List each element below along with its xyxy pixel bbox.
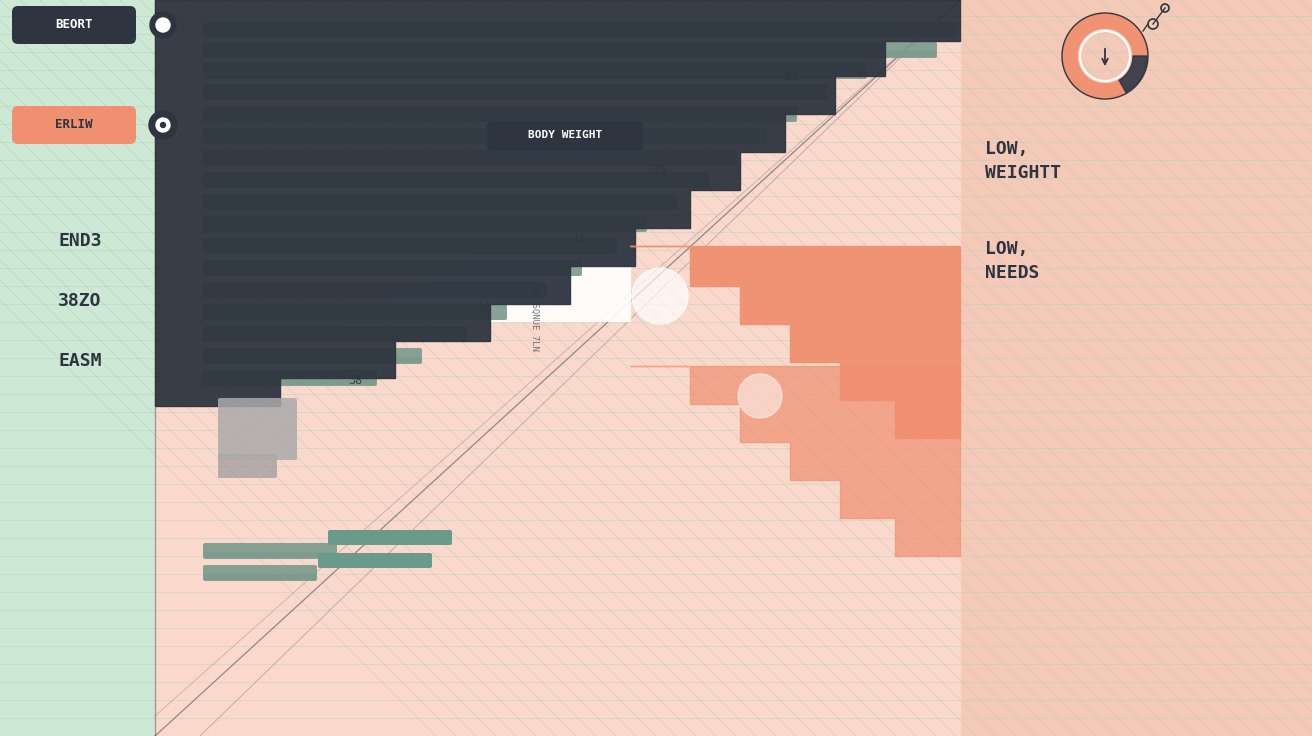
FancyBboxPatch shape (203, 22, 956, 38)
FancyBboxPatch shape (203, 42, 937, 58)
FancyBboxPatch shape (203, 128, 768, 144)
FancyBboxPatch shape (203, 137, 766, 143)
FancyBboxPatch shape (203, 159, 736, 165)
FancyBboxPatch shape (203, 172, 708, 188)
Circle shape (150, 12, 176, 38)
FancyBboxPatch shape (203, 335, 466, 341)
Text: BEORT: BEORT (55, 18, 93, 32)
Text: BAX SQNUE 7LN: BAX SQNUE 7LN (530, 281, 539, 351)
FancyBboxPatch shape (203, 260, 583, 276)
Text: 15: 15 (573, 232, 588, 244)
FancyBboxPatch shape (203, 282, 547, 298)
FancyBboxPatch shape (487, 122, 643, 150)
FancyBboxPatch shape (203, 51, 935, 57)
Wedge shape (1119, 56, 1147, 93)
FancyBboxPatch shape (203, 269, 581, 275)
Text: LOW,
NEEDS: LOW, NEEDS (985, 240, 1039, 282)
FancyBboxPatch shape (203, 203, 676, 209)
FancyBboxPatch shape (203, 326, 467, 342)
Text: 38: 38 (348, 375, 362, 387)
Text: BODY WEIGHT: BODY WEIGHT (527, 130, 602, 141)
Polygon shape (630, 246, 960, 438)
Polygon shape (155, 0, 960, 736)
Text: 18: 18 (653, 165, 666, 177)
Polygon shape (630, 366, 960, 556)
FancyBboxPatch shape (203, 348, 422, 364)
FancyBboxPatch shape (203, 31, 956, 37)
FancyBboxPatch shape (203, 379, 377, 385)
FancyBboxPatch shape (203, 216, 647, 232)
FancyBboxPatch shape (203, 574, 316, 580)
FancyBboxPatch shape (203, 543, 337, 559)
FancyBboxPatch shape (203, 291, 546, 297)
Text: ERLIW: ERLIW (55, 118, 93, 132)
FancyBboxPatch shape (318, 553, 432, 568)
FancyBboxPatch shape (203, 115, 796, 121)
Circle shape (156, 18, 171, 32)
Text: EASM: EASM (58, 352, 102, 370)
FancyBboxPatch shape (12, 106, 136, 144)
FancyBboxPatch shape (203, 181, 708, 187)
FancyBboxPatch shape (203, 225, 646, 231)
Text: 10: 10 (478, 302, 492, 314)
Circle shape (737, 374, 782, 418)
Polygon shape (350, 246, 630, 321)
FancyBboxPatch shape (203, 84, 827, 100)
FancyBboxPatch shape (203, 93, 827, 99)
FancyBboxPatch shape (218, 398, 297, 460)
Circle shape (150, 111, 177, 139)
FancyBboxPatch shape (203, 150, 737, 166)
FancyBboxPatch shape (203, 313, 506, 319)
Circle shape (632, 268, 687, 324)
FancyBboxPatch shape (203, 304, 506, 320)
FancyBboxPatch shape (203, 357, 421, 363)
FancyBboxPatch shape (218, 454, 277, 478)
Text: 89: 89 (783, 69, 798, 82)
FancyBboxPatch shape (203, 370, 377, 386)
Polygon shape (155, 0, 960, 736)
FancyBboxPatch shape (12, 6, 136, 44)
Wedge shape (1063, 14, 1147, 98)
FancyBboxPatch shape (203, 552, 336, 558)
Polygon shape (155, 0, 960, 406)
FancyBboxPatch shape (203, 63, 867, 79)
FancyBboxPatch shape (203, 106, 796, 122)
FancyBboxPatch shape (203, 72, 866, 78)
Text: END3: END3 (58, 232, 102, 250)
FancyBboxPatch shape (203, 565, 318, 581)
Bar (960, 0, 1312, 736)
Text: 38ZO: 38ZO (58, 292, 102, 310)
Text: LOW,
WEIGHTT: LOW, WEIGHTT (985, 140, 1061, 182)
FancyBboxPatch shape (203, 247, 617, 253)
FancyBboxPatch shape (203, 194, 677, 210)
FancyBboxPatch shape (203, 238, 617, 254)
Circle shape (156, 118, 171, 132)
Circle shape (160, 122, 165, 127)
FancyBboxPatch shape (328, 530, 453, 545)
